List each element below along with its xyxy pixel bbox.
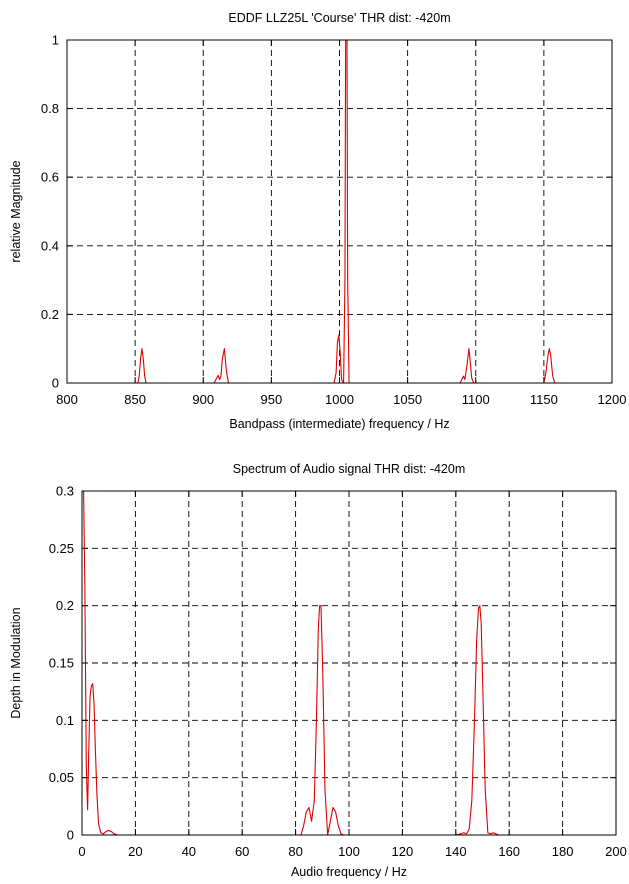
x-tick-label: 20 <box>128 844 142 859</box>
y-tick-label: 0.05 <box>49 770 74 785</box>
x-axis-label: Bandpass (intermediate) frequency / Hz <box>229 417 449 431</box>
x-tick-label: 900 <box>192 392 214 407</box>
chart-title: Spectrum of Audio signal THR dist: -420m <box>233 462 466 476</box>
x-tick-label: 1200 <box>598 392 627 407</box>
x-tick-label: 0 <box>78 844 85 859</box>
x-tick-label: 180 <box>552 844 574 859</box>
x-tick-label: 60 <box>235 844 249 859</box>
x-tick-label: 800 <box>56 392 78 407</box>
y-tick-label: 0.6 <box>41 170 59 185</box>
x-tick-label: 140 <box>445 844 467 859</box>
x-tick-label: 200 <box>605 844 627 859</box>
series-line <box>82 490 616 836</box>
y-tick-label: 0.1 <box>56 713 74 728</box>
y-tick-label: 0.15 <box>49 656 74 671</box>
chart-title: EDDF LLZ25L 'Course' THR dist: -420m <box>228 11 450 25</box>
y-tick-label: 0.25 <box>49 541 74 556</box>
x-tick-label: 80 <box>288 844 302 859</box>
y-tick-label: 0.8 <box>41 101 59 116</box>
x-tick-label: 120 <box>392 844 414 859</box>
y-tick-label: 0.2 <box>41 307 59 322</box>
x-tick-label: 1150 <box>530 392 558 407</box>
y-tick-label: 0.4 <box>41 238 59 253</box>
y-tick-label: 0.3 <box>56 484 74 499</box>
x-tick-label: 160 <box>498 844 520 859</box>
x-tick-label: 850 <box>124 392 146 407</box>
x-tick-label: 1100 <box>462 392 490 407</box>
y-tick-label: 1 <box>52 33 59 48</box>
x-tick-label: 950 <box>261 392 283 407</box>
x-tick-label: 40 <box>182 844 196 859</box>
y-tick-label: 0 <box>52 376 59 391</box>
x-tick-label: 1000 <box>325 392 354 407</box>
y-axis-label: Depth in Modulation <box>9 607 23 718</box>
y-axis-label: relative Magnitude <box>9 160 23 262</box>
chart-bottom-audio-spectrum: 0 20 40 60 80 100 120 140 160 180 200 0 0.05 0.1 0.15 0… <box>9 462 627 879</box>
x-tick-label: 100 <box>338 844 360 859</box>
y-tick-label: 0 <box>67 828 74 843</box>
x-axis-label: Audio frequency / Hz <box>291 865 407 879</box>
chart-top-bandpass: 800 850 900 950 1000 1050 1100 1150 1200 0 0.2 0.4 0… <box>9 11 626 431</box>
y-tick-label: 0.2 <box>56 598 74 613</box>
x-tick-label: 1050 <box>393 392 422 407</box>
